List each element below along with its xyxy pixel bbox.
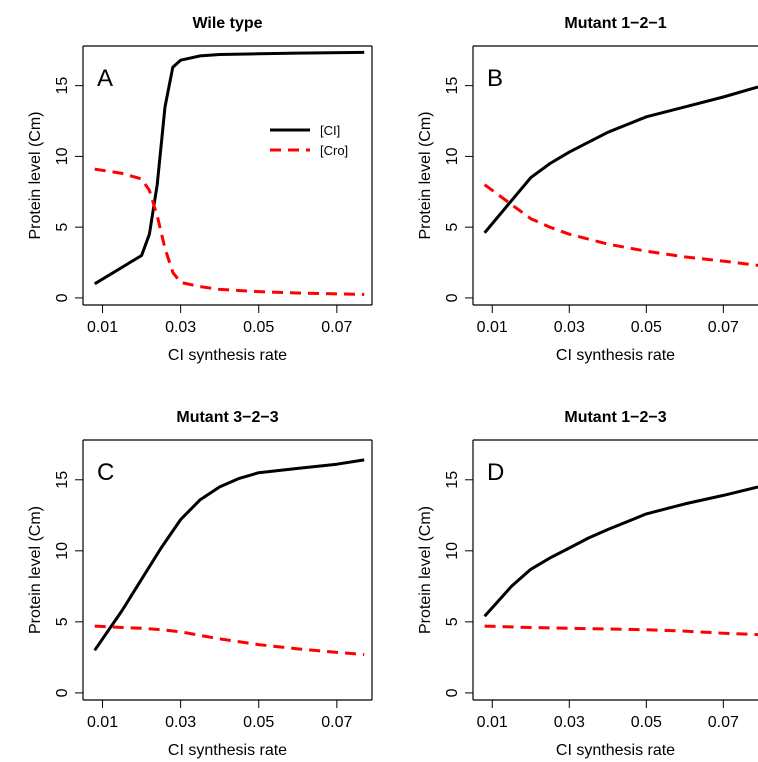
- x-tick-label: 0.07: [708, 714, 739, 731]
- panel-title: Wile type: [192, 15, 262, 32]
- y-tick-label: 10: [54, 147, 71, 165]
- y-tick-label: 5: [54, 223, 71, 232]
- panel-title: Mutant 1−2−1: [564, 15, 666, 32]
- x-tick-label: 0.07: [708, 319, 739, 336]
- legend: [CI] [Cro]: [270, 123, 348, 158]
- x-tick-label: 0.03: [554, 319, 585, 336]
- y-tick-label: 0: [444, 293, 461, 302]
- plot-frame: [82, 439, 373, 701]
- x-axis-label: CI synthesis rate: [168, 742, 287, 759]
- x-axis-label: CI synthesis rate: [168, 347, 287, 364]
- y-tick-label: 5: [444, 617, 461, 626]
- panel-letter: D: [487, 459, 504, 486]
- legend-entry: [CI]: [320, 123, 340, 138]
- series-line-cro: [484, 624, 758, 637]
- y-tick-label: 10: [54, 542, 71, 560]
- x-tick-label: 0.01: [87, 714, 118, 731]
- y-tick-label: 0: [54, 293, 71, 302]
- series-line-ci: [483, 485, 758, 618]
- panel-b: Mutant 1−2−1 B 0.01 0.03 0.05 0.07 0 5 10 15 CI sy…: [417, 15, 758, 364]
- series-line-cro: [483, 183, 758, 267]
- y-tick-label: 15: [444, 77, 461, 95]
- y-tick-label: 5: [54, 617, 71, 626]
- x-axis-label: CI synthesis rate: [556, 347, 675, 364]
- panel-title: Mutant 3−2−3: [176, 409, 278, 426]
- y-tick-label: 15: [54, 471, 71, 489]
- x-tick-label: 0.03: [165, 319, 196, 336]
- y-tick-label: 0: [444, 688, 461, 697]
- x-tick-label: 0.03: [554, 714, 585, 731]
- y-tick-label: 15: [54, 77, 71, 95]
- legend-entry: [Cro]: [320, 143, 348, 158]
- x-tick-label: 0.01: [477, 714, 508, 731]
- panel-c: Mutant 3−2−3 C 0.01 0.03 0.05 0.07 0 5 10 15 CI sy…: [27, 409, 373, 759]
- y-tick-label: 5: [444, 223, 461, 232]
- x-tick-label: 0.05: [243, 714, 274, 731]
- series-line-cro: [94, 167, 365, 296]
- y-tick-label: 10: [444, 147, 461, 165]
- y-axis-label: Protein level (Cm): [417, 506, 434, 634]
- y-tick-label: 15: [444, 471, 461, 489]
- series-line-cro: [94, 624, 365, 656]
- panel-letter: B: [487, 65, 503, 92]
- series-line-ci: [93, 50, 365, 286]
- panel-letter: A: [97, 65, 113, 92]
- series-line-ci: [483, 85, 758, 234]
- x-tick-label: 0.07: [321, 714, 352, 731]
- x-tick-label: 0.07: [321, 319, 352, 336]
- x-tick-label: 0.03: [165, 714, 196, 731]
- x-tick-label: 0.05: [631, 319, 662, 336]
- x-axis-label: CI synthesis rate: [556, 742, 675, 759]
- y-axis-label: Protein level (Cm): [27, 506, 44, 634]
- panel-title: Mutant 1−2−3: [564, 409, 666, 426]
- plot-frame: [472, 439, 758, 701]
- y-tick-label: 10: [444, 542, 461, 560]
- x-tick-label: 0.05: [631, 714, 662, 731]
- y-tick-label: 0: [54, 688, 71, 697]
- plot-frame: [82, 45, 373, 306]
- y-axis-label: Protein level (Cm): [27, 111, 44, 239]
- x-tick-label: 0.01: [87, 319, 118, 336]
- panel-a: Wile type A 0.01 0.03 0.05 0.07 0 5 10 15 CI synth…: [27, 15, 373, 364]
- x-tick-label: 0.01: [477, 319, 508, 336]
- panel-d: Mutant 1−2−3 D 0.01 0.03 0.05 0.07 0 5 10 15 CI sy…: [417, 409, 758, 759]
- x-tick-label: 0.05: [243, 319, 274, 336]
- series-line-ci: [93, 458, 365, 652]
- plot-frame: [472, 45, 758, 306]
- y-axis-label: Protein level (Cm): [417, 111, 434, 239]
- panel-letter: C: [97, 459, 114, 486]
